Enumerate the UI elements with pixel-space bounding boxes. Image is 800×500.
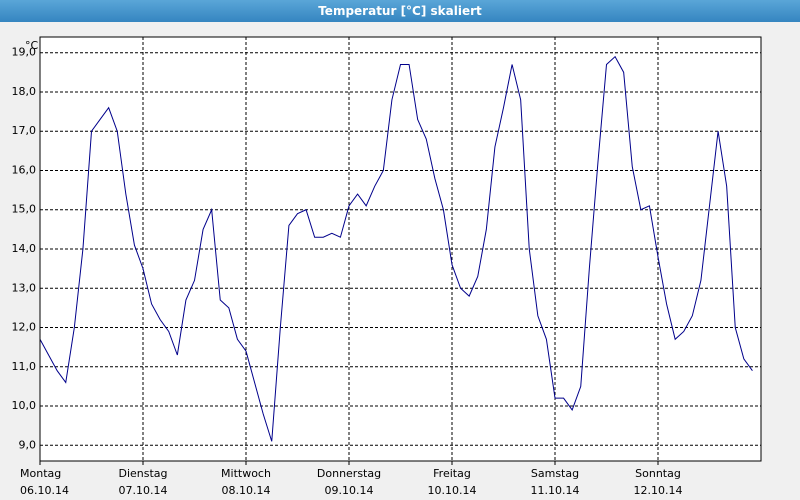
x-tick-sublabel: 08.10.14 [222,484,271,497]
x-tick-label: Sonntag [635,467,681,480]
x-tick-label: Dienstag [118,467,167,480]
y-tick-label: 12,0 [12,321,37,334]
x-tick-sublabel: 12.10.14 [634,484,683,497]
y-tick-label: 13,0 [12,281,37,294]
y-tick-label: 18,0 [12,85,37,98]
x-tick-sublabel: 11.10.14 [531,484,580,497]
y-tick-label: 19,0 [12,46,37,59]
x-tick-label: Mittwoch [221,467,271,480]
temperature-line [39,55,753,442]
title-bar: Temperatur [°C] skaliert [0,0,800,22]
x-tick-sublabel: 07.10.14 [119,484,168,497]
x-tick-sublabel: 09.10.14 [325,484,374,497]
y-tick-label: 15,0 [12,203,37,216]
y-tick-label: 17,0 [12,124,37,137]
x-tick-label: Montag [20,467,61,480]
x-tick-label: Donnerstag [317,467,381,480]
x-tick-sublabel: 06.10.14 [20,484,69,497]
x-tick-label: Freitag [433,467,471,480]
x-tick-sublabel: 10.10.14 [428,484,477,497]
y-tick-label: 10,0 [12,399,37,412]
y-tick-label: 9,0 [19,438,37,451]
y-unit: °C [25,39,39,52]
plot-border [39,36,762,462]
y-tick-label: 14,0 [12,242,37,255]
x-tick-label: Samstag [531,467,579,480]
y-tick-label: 11,0 [12,360,37,373]
chart: °C 9,0 10,0 11,0 12,0 13,0 14,0 15,0 16,0 17,0 18… [0,22,800,500]
y-tick-label: 16,0 [12,163,37,176]
